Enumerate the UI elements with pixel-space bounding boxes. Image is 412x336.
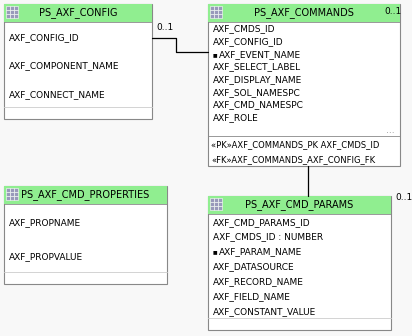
Bar	[6, 6, 10, 10]
Text: PS_AXF_COMMANDS: PS_AXF_COMMANDS	[254, 7, 354, 18]
Bar	[10, 6, 14, 10]
Bar	[6, 14, 10, 18]
Bar	[214, 6, 218, 10]
Text: AXF_CONNECT_NAME: AXF_CONNECT_NAME	[9, 90, 105, 99]
Bar	[208, 196, 391, 214]
Bar	[214, 14, 218, 18]
Bar	[14, 188, 18, 192]
Bar	[6, 188, 10, 192]
Bar	[218, 202, 222, 206]
Text: PS_AXF_CONFIG: PS_AXF_CONFIG	[39, 7, 117, 18]
Bar	[10, 14, 14, 18]
Bar	[4, 186, 167, 204]
Bar	[210, 198, 214, 202]
Text: PS_AXF_CMD_PARAMS: PS_AXF_CMD_PARAMS	[246, 200, 353, 210]
Text: AXF_ROLE: AXF_ROLE	[213, 113, 259, 122]
Bar	[218, 198, 222, 202]
Text: AXF_RECORD_NAME: AXF_RECORD_NAME	[213, 277, 304, 286]
Bar	[6, 10, 10, 14]
Bar	[210, 6, 214, 10]
Text: AXF_PROPNAME: AXF_PROPNAME	[9, 218, 81, 227]
Text: AXF_SELECT_LABEL: AXF_SELECT_LABEL	[213, 62, 301, 72]
Text: AXF_CMD_NAMESPC: AXF_CMD_NAMESPC	[213, 100, 304, 110]
Text: AXF_DISPLAY_NAME: AXF_DISPLAY_NAME	[213, 75, 302, 84]
Bar	[218, 6, 222, 10]
Text: AXF_PROPVALUE: AXF_PROPVALUE	[9, 252, 83, 261]
Bar	[6, 192, 10, 196]
Bar	[218, 10, 222, 14]
Text: AXF_FIELD_NAME: AXF_FIELD_NAME	[213, 292, 291, 301]
Bar	[4, 4, 152, 22]
Text: AXF_PARAM_NAME: AXF_PARAM_NAME	[219, 247, 302, 256]
Text: ■: ■	[213, 52, 218, 57]
Text: «FK»AXF_COMMANDS_AXF_CONFIG_FK: «FK»AXF_COMMANDS_AXF_CONFIG_FK	[211, 155, 375, 164]
Bar	[4, 4, 152, 119]
Bar	[14, 10, 18, 14]
Text: AXF_EVENT_NAME: AXF_EVENT_NAME	[219, 50, 301, 59]
Text: AXF_SOL_NAMESPC: AXF_SOL_NAMESPC	[213, 88, 301, 97]
Text: AXF_CONFIG_ID: AXF_CONFIG_ID	[213, 37, 283, 46]
Bar	[10, 196, 14, 200]
Bar	[14, 14, 18, 18]
Bar	[210, 10, 214, 14]
Text: 0..1: 0..1	[395, 194, 412, 203]
Text: AXF_CONFIG_ID: AXF_CONFIG_ID	[9, 33, 80, 42]
Bar	[10, 188, 14, 192]
Bar	[218, 14, 222, 18]
Bar	[14, 192, 18, 196]
Bar	[6, 196, 10, 200]
Bar	[210, 14, 214, 18]
Bar	[214, 198, 218, 202]
Text: AXF_CMDS_ID: AXF_CMDS_ID	[213, 25, 276, 34]
Bar	[214, 202, 218, 206]
Bar	[4, 186, 167, 284]
Text: PS_AXF_CMD_PROPERTIES: PS_AXF_CMD_PROPERTIES	[21, 190, 150, 201]
Text: AXF_DATASOURCE: AXF_DATASOURCE	[213, 262, 295, 271]
Bar	[10, 192, 14, 196]
Text: ■: ■	[213, 249, 218, 254]
Bar	[10, 10, 14, 14]
Text: ...: ...	[386, 126, 395, 135]
Bar	[208, 4, 400, 166]
Bar	[214, 10, 218, 14]
Text: AXF_CMD_PARAMS_ID: AXF_CMD_PARAMS_ID	[213, 218, 311, 227]
Bar	[208, 4, 400, 22]
Bar	[210, 206, 214, 210]
Text: AXF_CMDS_ID : NUMBER: AXF_CMDS_ID : NUMBER	[213, 233, 323, 242]
Bar	[14, 196, 18, 200]
Bar	[14, 6, 18, 10]
Text: 0..1: 0..1	[385, 7, 402, 16]
Bar	[210, 202, 214, 206]
Text: AXF_COMPONENT_NAME: AXF_COMPONENT_NAME	[9, 61, 119, 71]
Bar	[214, 206, 218, 210]
Bar	[218, 206, 222, 210]
Text: «PK»AXF_COMMANDS_PK AXF_CMDS_ID: «PK»AXF_COMMANDS_PK AXF_CMDS_ID	[211, 140, 379, 149]
Bar	[208, 196, 391, 330]
Text: 0..1: 0..1	[156, 24, 173, 33]
Text: AXF_CONSTANT_VALUE: AXF_CONSTANT_VALUE	[213, 307, 316, 316]
